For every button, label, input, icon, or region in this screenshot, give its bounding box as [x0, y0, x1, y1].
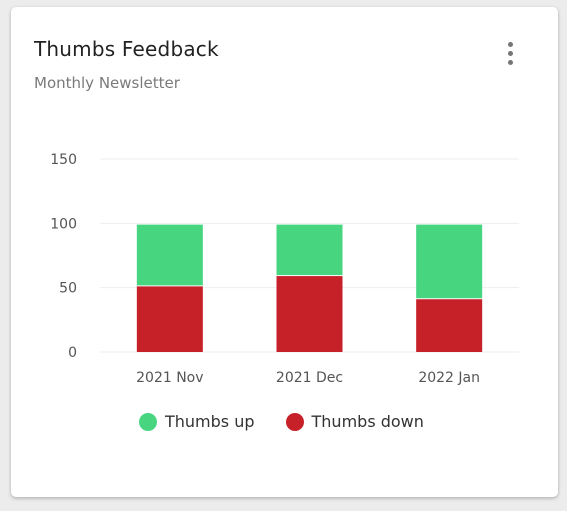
legend-label-thumbs-up: Thumbs up	[165, 412, 255, 431]
stacked-bar-chart: 0 50 100 150 2021 Nov 2021 Dec 2022 Jan	[50, 152, 519, 386]
bar-thumbs-down	[276, 276, 343, 352]
bar-thumbs-up	[416, 224, 483, 299]
legend-item-thumbs-up[interactable]: Thumbs up	[139, 412, 255, 431]
more-vertical-icon[interactable]	[501, 40, 521, 68]
legend-item-thumbs-down[interactable]: Thumbs down	[285, 412, 424, 431]
x-tick-label: 2021 Nov	[136, 370, 203, 386]
legend-label-thumbs-down: Thumbs down	[311, 412, 424, 431]
menu-dot	[508, 60, 513, 65]
feedback-card: Thumbs Feedback Monthly Newsletter 0 50 10…	[11, 7, 558, 497]
card-title: Thumbs Feedback	[34, 37, 219, 61]
y-tick-label: 150	[50, 152, 77, 168]
bar-thumbs-up	[276, 224, 343, 276]
menu-dot	[508, 51, 513, 56]
bar-thumbs-up	[136, 224, 203, 286]
y-tick-label: 0	[68, 345, 77, 361]
bar-thumbs-down	[136, 286, 203, 352]
y-tick-label: 100	[50, 216, 77, 232]
x-tick-label: 2022 Jan	[418, 370, 480, 386]
bar-thumbs-down	[416, 299, 483, 352]
y-tick-label: 50	[59, 281, 77, 297]
legend-swatch-thumbs-up	[139, 412, 157, 431]
card-subtitle: Monthly Newsletter	[34, 74, 180, 92]
chart-legend: Thumbs up Thumbs down	[139, 412, 455, 431]
x-tick-label: 2021 Dec	[276, 370, 343, 386]
legend-swatch-thumbs-down	[285, 412, 304, 431]
menu-dot	[508, 42, 513, 47]
